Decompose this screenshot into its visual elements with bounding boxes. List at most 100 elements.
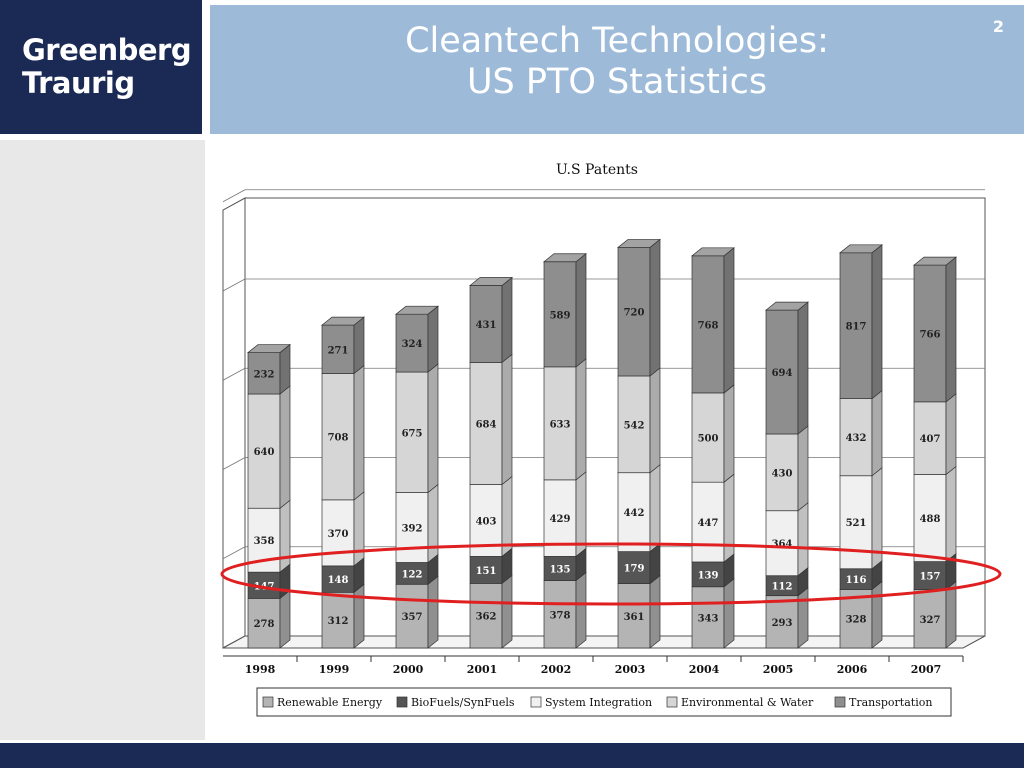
- legend-label: Transportation: [849, 696, 932, 709]
- data-label: 135: [550, 564, 571, 575]
- logo-line-1: Greenberg: [22, 33, 192, 67]
- data-label: 370: [328, 529, 349, 540]
- bar-segment-side: [945, 465, 957, 563]
- x-tick-label: 1998: [245, 663, 276, 676]
- data-label: 392: [402, 524, 423, 535]
- bar-segment-side: [427, 575, 439, 649]
- data-label: 407: [920, 434, 941, 445]
- bar-segment: [469, 583, 503, 649]
- data-label: 327: [920, 615, 941, 626]
- bar-segment-side: [353, 364, 365, 501]
- slide-header: Cleantech Technologies: US PTO Statistic…: [210, 5, 1024, 134]
- data-label: 429: [550, 514, 571, 525]
- bar-segment-side: [945, 256, 957, 403]
- bar-segment-side: [797, 425, 809, 512]
- bar-top: [913, 256, 957, 266]
- bar-segment: [321, 565, 355, 593]
- bar-segment-side: [427, 305, 439, 373]
- data-label: 232: [254, 369, 275, 380]
- slide-title: Cleantech Technologies: US PTO Statistic…: [210, 21, 1024, 103]
- bar-segment-side: [871, 580, 883, 649]
- chart-legend: Renewable Energy BioFuels/SynFuels System …: [256, 687, 952, 717]
- bar-segment-side: [649, 463, 661, 553]
- data-label: 442: [624, 508, 645, 519]
- bar-segment-side: [871, 244, 883, 400]
- bar-top: [691, 247, 735, 257]
- bar-segment-side: [723, 247, 735, 394]
- bar-top: [247, 344, 291, 353]
- gridline-side: [222, 457, 246, 470]
- chart-title: U.S Patents: [556, 162, 638, 178]
- data-label: 633: [550, 419, 571, 430]
- legend-swatch: [834, 696, 846, 708]
- bar-segment: [469, 362, 503, 485]
- data-label: 640: [254, 447, 275, 458]
- legend-swatch: [262, 696, 274, 708]
- legend-label: System Integration: [545, 696, 652, 709]
- data-label: 362: [476, 612, 497, 623]
- bar-segment-side: [279, 343, 291, 395]
- bar-segment: [765, 433, 799, 512]
- bar-segment: [617, 247, 651, 377]
- data-label: 432: [846, 433, 867, 444]
- bar-segment-side: [723, 384, 735, 483]
- x-tick-label: 2004: [689, 663, 720, 676]
- bar-segment-side: [723, 578, 735, 649]
- data-label: 357: [402, 612, 423, 623]
- bar-segment: [765, 595, 799, 649]
- x-tick-label: 2005: [763, 663, 794, 676]
- bar-top: [543, 253, 587, 263]
- bar-segment: [395, 313, 429, 373]
- bar-segment-side: [575, 358, 587, 481]
- data-label: 817: [846, 322, 867, 333]
- logo-line-2: Traurig: [22, 66, 135, 100]
- legend-swatch: [666, 696, 678, 708]
- x-tick-label: 2006: [837, 663, 868, 676]
- data-label: 720: [624, 308, 645, 319]
- data-label: 542: [624, 420, 645, 431]
- data-label: 708: [328, 433, 349, 444]
- bar-segment: [321, 373, 355, 501]
- legend-swatch: [530, 696, 542, 708]
- data-label: 312: [328, 616, 349, 627]
- data-label: 521: [846, 518, 867, 529]
- bar-segment: [469, 556, 503, 584]
- bar-segment: [617, 551, 651, 584]
- bar-top: [395, 305, 439, 315]
- bar-segment: [913, 401, 947, 475]
- gridline-side: [222, 278, 246, 292]
- data-label: 589: [550, 310, 571, 321]
- bar-top: [839, 244, 883, 254]
- bar-segment: [617, 583, 651, 649]
- data-label: 447: [698, 518, 719, 529]
- data-label: 271: [328, 345, 349, 356]
- data-label: 488: [920, 514, 941, 525]
- bar-segment-side: [501, 276, 513, 364]
- company-logo: Greenberg Traurig: [22, 33, 192, 100]
- data-label: 148: [328, 575, 349, 586]
- bar-top: [469, 277, 513, 286]
- bar-segment-side: [797, 301, 809, 435]
- x-tick-label: 2001: [467, 663, 498, 676]
- bar-segment-side: [427, 483, 439, 564]
- bar-top: [617, 239, 661, 248]
- data-label: 378: [550, 610, 571, 621]
- bar-segment-side: [353, 491, 365, 567]
- bar-segment-side: [575, 571, 587, 649]
- data-label: 766: [920, 329, 941, 340]
- data-label: 694: [772, 368, 793, 379]
- bar-segment-side: [649, 367, 661, 474]
- bar-segment: [691, 392, 725, 483]
- bar-segment: [617, 472, 651, 552]
- x-tick-label: 2002: [541, 663, 572, 676]
- legend-swatch: [396, 696, 408, 708]
- data-label: 500: [698, 434, 719, 445]
- bar-segment-side: [279, 589, 291, 649]
- data-label: 151: [476, 566, 497, 577]
- data-label: 358: [254, 536, 275, 547]
- bar-segment: [543, 261, 577, 368]
- bar-segment: [839, 252, 873, 399]
- data-label: 430: [772, 468, 793, 479]
- data-label: 293: [772, 618, 793, 629]
- slide-title-line-2: US PTO Statistics: [466, 62, 768, 102]
